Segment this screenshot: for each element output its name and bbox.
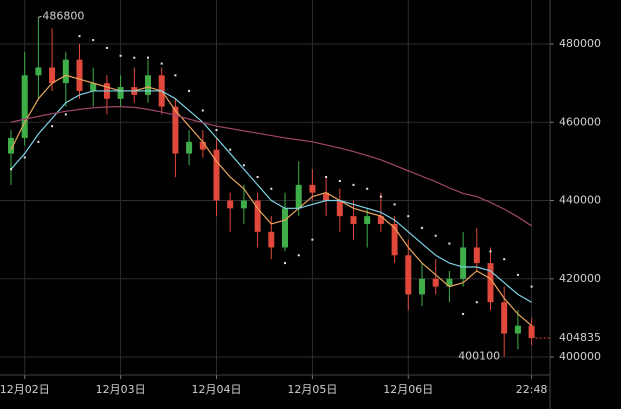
high-pointer — [38, 15, 42, 18]
candle-body — [268, 231, 275, 248]
sar-dot — [64, 113, 67, 116]
candle-body — [76, 59, 83, 91]
sar-dot — [311, 238, 314, 241]
sar-dot — [270, 187, 273, 190]
sar-dot — [256, 176, 259, 179]
candle-body — [199, 141, 206, 150]
candle-body — [528, 325, 535, 339]
candle-body — [8, 137, 14, 154]
sar-dot — [462, 312, 465, 315]
sar-dot — [338, 179, 341, 182]
sar-dot — [530, 285, 533, 288]
candle-body — [377, 216, 384, 224]
candle-body — [213, 149, 220, 201]
sar-dot — [284, 262, 286, 265]
candle-body — [432, 278, 439, 287]
sar-dot — [78, 35, 81, 38]
sar-dot — [174, 74, 177, 77]
candle-body — [501, 302, 508, 334]
sar-dot — [393, 203, 396, 206]
sar-dot — [133, 56, 136, 59]
sar-dot — [105, 46, 108, 49]
candle-body — [364, 216, 371, 224]
candle-body — [419, 278, 425, 295]
last-price-label: 404835 — [559, 331, 601, 344]
x-tick-label: 12月05日 — [287, 383, 337, 396]
y-tick-label: 400000 — [559, 350, 601, 363]
candle-body — [62, 59, 69, 84]
sar-dot — [516, 273, 519, 276]
sar-dot — [215, 129, 218, 132]
candle-body — [323, 192, 330, 201]
candle-body — [240, 200, 247, 209]
indicator-line — [10, 74, 532, 327]
x-tick-label: 12月06日 — [383, 383, 433, 396]
sar-dot — [229, 148, 232, 151]
x-tick-label: 22:48 — [516, 383, 548, 396]
sar-dot — [475, 301, 478, 304]
low-label: 400100 — [458, 350, 500, 363]
candle-body — [473, 247, 480, 264]
sar-dot — [297, 254, 300, 257]
candle-body — [487, 263, 494, 303]
y-tick-label: 440000 — [559, 194, 601, 207]
x-tick-label: 12月03日 — [96, 383, 146, 396]
sar-dot — [489, 250, 492, 253]
candle-body — [35, 67, 42, 76]
sar-dot — [23, 156, 26, 159]
candle-body — [460, 247, 467, 279]
x-tick-label: 12月02日 — [0, 383, 50, 396]
sar-dot — [201, 109, 204, 112]
candle-body — [405, 255, 412, 295]
sar-dot — [448, 242, 451, 245]
candle-body — [391, 223, 398, 256]
candle-body — [295, 184, 302, 209]
candle-body — [145, 75, 151, 95]
sar-dot — [160, 62, 163, 65]
x-tick-label: 12月04日 — [192, 383, 242, 396]
sar-dot — [51, 125, 54, 128]
sar-dot — [379, 195, 382, 198]
candle-body — [21, 75, 28, 138]
sar-dot — [503, 258, 506, 261]
sar-dot — [434, 234, 437, 237]
candle-body — [117, 87, 124, 99]
sar-dot — [92, 39, 95, 42]
candle-body — [172, 106, 179, 154]
candle-body — [254, 200, 261, 232]
candle-body — [309, 184, 316, 193]
sar-dot — [119, 54, 122, 57]
y-tick-label: 460000 — [559, 115, 601, 128]
candle-body — [90, 83, 97, 91]
sar-dot — [352, 183, 355, 186]
indicator-line — [10, 90, 532, 303]
sar-dot — [325, 176, 328, 179]
y-tick-label: 480000 — [559, 37, 601, 50]
candle-body — [446, 278, 453, 287]
sar-dot — [366, 187, 369, 190]
y-tick-label: 420000 — [559, 272, 601, 285]
sar-dot — [10, 168, 12, 171]
candle-body — [282, 208, 288, 248]
sar-dot — [37, 140, 40, 143]
candle-body — [336, 200, 343, 217]
sar-dot — [407, 215, 410, 218]
high-label: 486800 — [42, 9, 84, 22]
candle-body — [49, 67, 56, 84]
candle-body — [227, 200, 234, 209]
candle-body — [350, 216, 357, 224]
sar-dot — [147, 56, 149, 59]
sar-dot — [242, 164, 245, 167]
sar-dot — [421, 226, 423, 229]
candle-body — [186, 141, 193, 154]
sar-dot — [188, 89, 191, 92]
candle-body — [514, 325, 521, 334]
indicator-line — [10, 106, 532, 227]
